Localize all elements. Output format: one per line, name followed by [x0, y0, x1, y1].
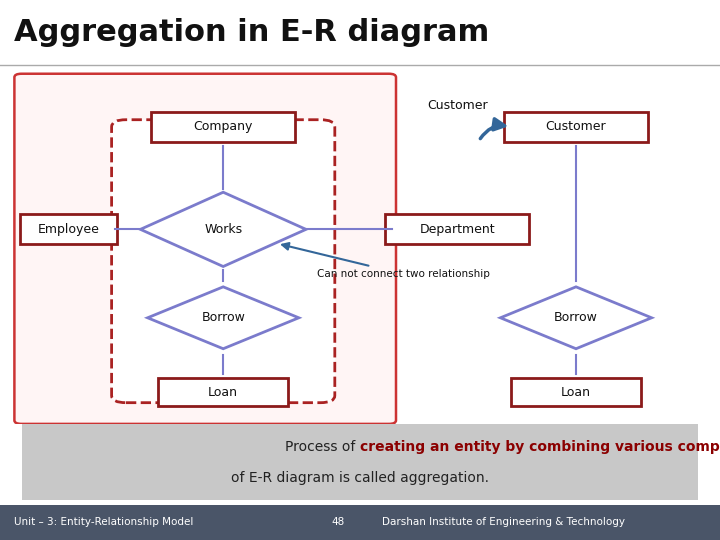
Text: Employee: Employee — [37, 223, 99, 236]
Text: creating an entity by combining various components: creating an entity by combining various … — [360, 440, 720, 454]
Text: Company: Company — [194, 120, 253, 133]
Text: Borrow: Borrow — [202, 311, 245, 325]
Text: Works: Works — [204, 223, 242, 236]
Text: Aggregation in E-R diagram: Aggregation in E-R diagram — [14, 17, 490, 46]
Text: Department: Department — [419, 223, 495, 236]
Polygon shape — [140, 192, 306, 267]
FancyBboxPatch shape — [112, 120, 335, 403]
Text: Loan: Loan — [561, 386, 591, 399]
Text: Loan: Loan — [208, 386, 238, 399]
Text: 48: 48 — [331, 517, 344, 528]
Polygon shape — [148, 287, 299, 349]
Text: Borrow: Borrow — [554, 311, 598, 325]
FancyBboxPatch shape — [14, 74, 396, 424]
FancyBboxPatch shape — [1, 422, 719, 502]
Text: Can not connect two relationship: Can not connect two relationship — [282, 243, 490, 279]
Polygon shape — [500, 287, 652, 349]
Text: Process of: Process of — [285, 440, 360, 454]
FancyBboxPatch shape — [511, 378, 641, 406]
FancyBboxPatch shape — [19, 214, 117, 245]
FancyBboxPatch shape — [151, 112, 295, 142]
FancyBboxPatch shape — [158, 378, 288, 406]
Text: of E-R diagram is called aggregation.: of E-R diagram is called aggregation. — [231, 471, 489, 485]
FancyBboxPatch shape — [385, 214, 529, 245]
FancyBboxPatch shape — [504, 112, 648, 142]
FancyBboxPatch shape — [0, 505, 720, 540]
Text: Unit – 3: Entity-Relationship Model: Unit – 3: Entity-Relationship Model — [14, 517, 194, 528]
Text: Darshan Institute of Engineering & Technology: Darshan Institute of Engineering & Techn… — [382, 517, 625, 528]
Text: Customer: Customer — [427, 99, 487, 112]
Text: Customer: Customer — [546, 120, 606, 133]
